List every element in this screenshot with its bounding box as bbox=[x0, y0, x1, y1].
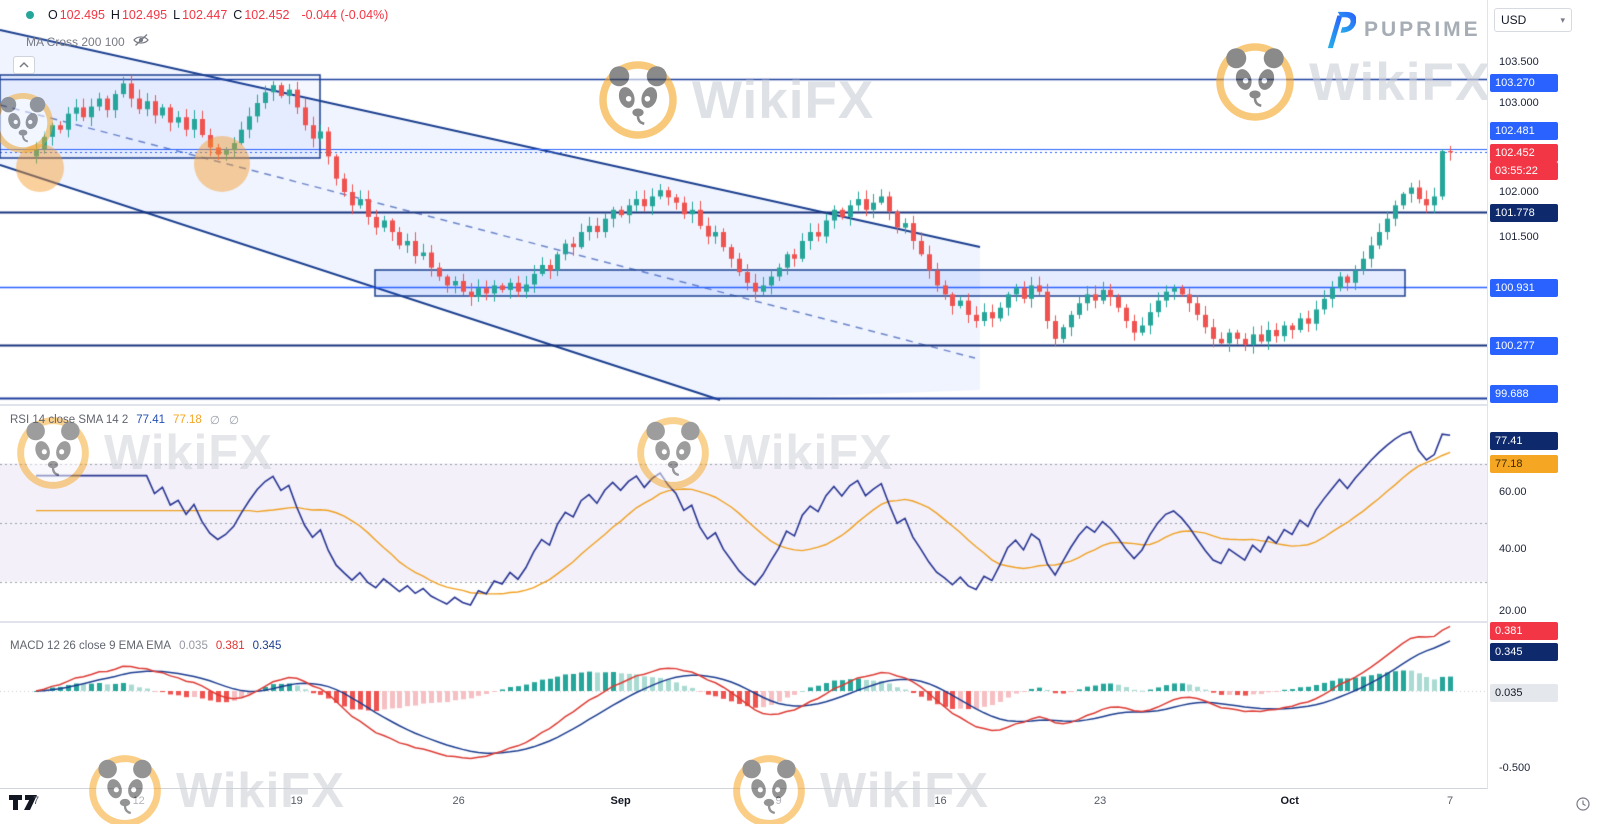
timezone-clock-icon[interactable] bbox=[1576, 797, 1590, 811]
price-badge: 100.931 bbox=[1490, 279, 1558, 297]
ohlc-value: 102.495 bbox=[121, 8, 168, 22]
price-badge: 0.345 bbox=[1490, 643, 1558, 661]
price-badge: 0.381 bbox=[1490, 622, 1558, 640]
axis-label: 60.00 bbox=[1499, 486, 1527, 498]
ohlc-values: O 102.495 H 102.495 L 102.447 C 102.452 bbox=[42, 8, 290, 22]
symbol-ohlc-legend[interactable]: O 102.495 H 102.495 L 102.447 C 102.452 -0.044 … bbox=[26, 8, 388, 22]
axis-label: 40.00 bbox=[1499, 543, 1527, 555]
time-axis-label: 26 bbox=[452, 795, 465, 807]
ohlc-label: L bbox=[173, 8, 181, 22]
puprime-brand: PUPRIME bbox=[1316, 10, 1481, 50]
time-axis[interactable]: 7 12 19 26 Sep 9 16 23 Oct 7 bbox=[0, 789, 1600, 824]
series-status-dot bbox=[26, 11, 34, 19]
panel-resize-handle[interactable] bbox=[0, 404, 1600, 406]
time-axis-label: 16 bbox=[934, 795, 947, 807]
visibility-off-icon[interactable] bbox=[132, 33, 150, 50]
price-badge: 100.277 bbox=[1490, 337, 1558, 355]
axis-label: -0.500 bbox=[1499, 762, 1531, 774]
puprime-brand-text: PUPRIME bbox=[1364, 18, 1481, 41]
axis-label: 103.000 bbox=[1499, 97, 1539, 109]
ohlc-label: C bbox=[233, 8, 243, 22]
ma-cross-legend[interactable]: MA Cross 200 100 bbox=[26, 33, 150, 50]
collapse-panel-button[interactable] bbox=[13, 56, 35, 74]
time-axis-label: 12 bbox=[132, 795, 145, 807]
ohlc-value: 102.447 bbox=[182, 8, 228, 22]
macd-line-value: 0.381 bbox=[215, 640, 245, 652]
time-axis-label: 7 bbox=[32, 795, 40, 807]
price-badge: 99.688 bbox=[1490, 385, 1558, 403]
rsi-panel-canvas[interactable] bbox=[0, 406, 1487, 621]
puprime-logo-icon bbox=[1327, 11, 1356, 49]
macd-hist-value: 0.035 bbox=[179, 640, 208, 652]
time-axis-label: Oct bbox=[1280, 795, 1299, 807]
macd-signal-value: 0.345 bbox=[252, 640, 282, 652]
change-value: -0.044 (-0.04%) bbox=[301, 8, 389, 22]
panel-resize-handle[interactable] bbox=[0, 621, 1600, 623]
price-badge: 102.452 bbox=[1490, 144, 1558, 162]
price-badge: 03:55:22 bbox=[1490, 162, 1558, 180]
rsi-hidden-ma-indicators: ∅ ∅ bbox=[209, 415, 243, 427]
ohlc-value: 102.495 bbox=[59, 8, 105, 22]
rsi-value: 77.41 bbox=[136, 414, 166, 426]
ohlc-label: H bbox=[110, 8, 120, 22]
time-axis-label: 9 bbox=[775, 795, 782, 807]
chevron-up-icon bbox=[19, 61, 29, 68]
ohlc-label: O bbox=[48, 8, 58, 22]
time-axis-label: Sep bbox=[610, 795, 631, 807]
chevron-down-icon: ▾ bbox=[1560, 14, 1565, 25]
ma-cross-label: MA Cross 200 100 bbox=[26, 34, 125, 49]
price-badge: 77.41 bbox=[1490, 432, 1558, 450]
price-badge: 77.18 bbox=[1490, 455, 1558, 473]
macd-legend[interactable]: MACD 12 26 close 9 EMA EMA 0.035 0.381 0… bbox=[10, 640, 281, 652]
rsi-sma-value: 77.18 bbox=[173, 414, 202, 426]
price-badge: 101.778 bbox=[1490, 204, 1558, 222]
time-axis-label: 19 bbox=[290, 795, 303, 807]
currency-label: USD bbox=[1501, 13, 1527, 27]
axis-label: 101.500 bbox=[1499, 231, 1539, 243]
price-badge: 103.270 bbox=[1490, 74, 1558, 92]
price-badge: 0.035 bbox=[1490, 684, 1558, 702]
macd-legend-label: MACD 12 26 close 9 EMA EMA bbox=[10, 640, 172, 652]
price-chart-canvas[interactable] bbox=[0, 0, 1487, 405]
ohlc-value: 102.452 bbox=[244, 8, 290, 22]
axis-label: 20.00 bbox=[1499, 605, 1527, 617]
rsi-legend[interactable]: RSI 14 close SMA 14 2 77.41 77.18 ∅ ∅ bbox=[10, 413, 242, 427]
price-badge: 102.481 bbox=[1490, 122, 1558, 140]
tradingview-logo[interactable] bbox=[8, 794, 38, 811]
currency-select[interactable]: USD ▾ bbox=[1494, 8, 1572, 32]
price-scale[interactable]: 103.500 103.270 103.000 102.481 102.452 03:55… bbox=[1487, 0, 1600, 789]
time-axis-label: 7 bbox=[1447, 795, 1454, 807]
time-axis-label: 23 bbox=[1094, 795, 1107, 807]
axis-label: 103.500 bbox=[1499, 56, 1539, 68]
rsi-legend-label: RSI 14 close SMA 14 2 bbox=[10, 414, 129, 426]
axis-label: 102.000 bbox=[1499, 186, 1539, 198]
